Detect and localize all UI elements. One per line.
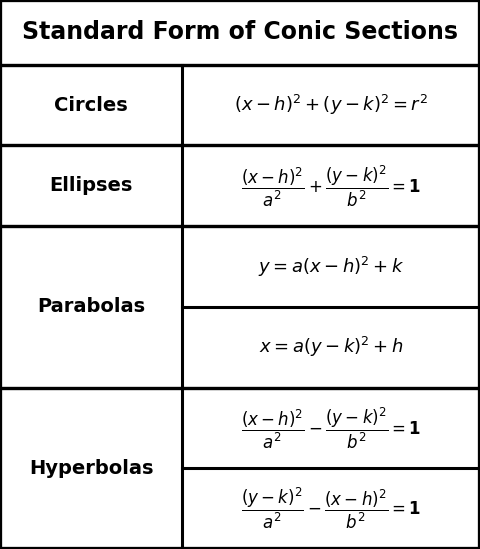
Text: $\dfrac{(x-h)^2}{a^2} - \dfrac{(y-k)^2}{b^2} = \mathbf{1}$: $\dfrac{(x-h)^2}{a^2} - \dfrac{(y-k)^2}{… bbox=[241, 405, 421, 451]
Text: $x = a(y - k)^2 + h$: $x = a(y - k)^2 + h$ bbox=[259, 335, 403, 359]
Text: Standard Form of Conic Sections: Standard Form of Conic Sections bbox=[22, 20, 458, 44]
Text: Hyperbolas: Hyperbolas bbox=[29, 459, 154, 478]
Text: Circles: Circles bbox=[54, 96, 128, 115]
Text: Ellipses: Ellipses bbox=[49, 176, 133, 195]
Text: $\dfrac{(y-k)^2}{a^2} - \dfrac{(x-h)^2}{b^2} = \mathbf{1}$: $\dfrac{(y-k)^2}{a^2} - \dfrac{(x-h)^2}{… bbox=[241, 486, 421, 531]
Text: Parabolas: Parabolas bbox=[37, 298, 145, 316]
Text: $(x - h)^2 + (y - k)^2 = r^2$: $(x - h)^2 + (y - k)^2 = r^2$ bbox=[234, 93, 428, 117]
Text: $\dfrac{(x-h)^2}{a^2} + \dfrac{(y-k)^2}{b^2} = \mathbf{1}$: $\dfrac{(x-h)^2}{a^2} + \dfrac{(y-k)^2}{… bbox=[241, 163, 421, 209]
Text: $y = a(x - h)^2 + k$: $y = a(x - h)^2 + k$ bbox=[258, 255, 404, 278]
